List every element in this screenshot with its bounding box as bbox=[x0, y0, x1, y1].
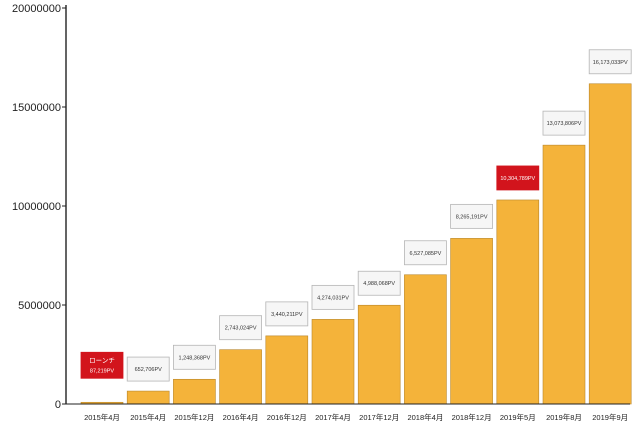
y-axis-tick-labels: 0 5000000 10000000 15000000 20000000 bbox=[12, 3, 66, 411]
data-label-text: 4,988,068PV bbox=[363, 281, 395, 287]
data-label-text: 652,706PV bbox=[135, 367, 163, 373]
data-label-text: 16,173,033PV bbox=[593, 60, 628, 66]
highlighted-data-label: 10,304,789PV bbox=[496, 165, 540, 191]
data-label-box bbox=[265, 301, 309, 327]
data-label-box bbox=[542, 110, 586, 136]
data-label: 652,706PV bbox=[126, 356, 170, 382]
x-tick-label: 2015年12月 bbox=[174, 412, 214, 422]
data-label-box bbox=[172, 344, 216, 370]
data-label-box bbox=[126, 356, 170, 382]
x-tick-label: 2017年4月 bbox=[315, 412, 351, 422]
x-tick-label: 2018年4月 bbox=[407, 412, 443, 422]
data-label-text: 3,440,211PV bbox=[271, 312, 303, 318]
bar bbox=[588, 83, 632, 405]
data-label-text: 10,304,789PV bbox=[500, 176, 535, 182]
data-label: 13,073,806PV bbox=[542, 110, 586, 136]
y-tick-label: 5000000 bbox=[18, 300, 61, 312]
bar bbox=[542, 144, 586, 405]
launch-label: ローンチ bbox=[89, 356, 115, 364]
bar bbox=[126, 390, 170, 405]
data-label-boxes: ローンチ 87,219PV 652,706PV 1,248,368PV 2,743,02… bbox=[80, 49, 632, 382]
data-label: 1,248,368PV bbox=[172, 344, 216, 370]
data-label: 6,527,085PV bbox=[403, 240, 447, 266]
data-label-box bbox=[403, 240, 447, 266]
data-label: 4,988,068PV bbox=[357, 270, 401, 296]
bar bbox=[311, 319, 355, 405]
x-tick-label: 2019年9月 bbox=[592, 412, 628, 422]
data-label-text: 13,073,806PV bbox=[547, 121, 582, 127]
data-label: 16,173,033PV bbox=[588, 49, 632, 75]
axes bbox=[65, 5, 630, 405]
x-tick-label: 2018年12月 bbox=[452, 412, 492, 422]
data-label-text: 87,219PV bbox=[90, 368, 114, 374]
data-label-text: 8,265,191PV bbox=[456, 214, 488, 220]
data-label-text: 4,274,031PV bbox=[317, 295, 349, 301]
bar bbox=[265, 335, 309, 405]
y-tick-label: 15000000 bbox=[12, 102, 61, 114]
data-label-text: 2,743,024PV bbox=[225, 326, 257, 332]
data-label-box bbox=[219, 315, 263, 341]
x-tick-label: 2016年12月 bbox=[267, 412, 307, 422]
x-tick-label: 2019年8月 bbox=[546, 412, 582, 422]
data-label-box bbox=[496, 165, 540, 191]
x-tick-label: 2017年12月 bbox=[359, 412, 399, 422]
bar bbox=[450, 238, 493, 405]
data-label-box bbox=[588, 49, 632, 75]
bar bbox=[496, 199, 540, 405]
data-label: 4,274,031PV bbox=[311, 284, 355, 310]
x-tick-label: 2015年4月 bbox=[84, 412, 120, 422]
y-tick-label: 20000000 bbox=[12, 3, 61, 15]
data-label-box bbox=[80, 351, 124, 379]
bar bbox=[404, 274, 447, 405]
bar-series bbox=[80, 83, 632, 405]
highlighted-data-label: ローンチ 87,219PV bbox=[80, 351, 124, 379]
data-label-text: 6,527,085PV bbox=[409, 251, 441, 257]
data-label: 3,440,211PV bbox=[265, 301, 309, 327]
data-label: 8,265,191PV bbox=[450, 203, 494, 229]
data-label-box bbox=[450, 203, 494, 229]
bar bbox=[357, 304, 401, 405]
y-tick-label: 0 bbox=[55, 399, 61, 411]
x-tick-label: 2015年4月 bbox=[130, 412, 166, 422]
data-label-box bbox=[357, 270, 401, 296]
x-axis-tick-labels: 2015年4月 2015年4月 2015年12月 2016年4月 2016年12月 201… bbox=[84, 412, 628, 422]
data-label: 2,743,024PV bbox=[219, 315, 263, 341]
x-tick-label: 2019年5月 bbox=[500, 412, 536, 422]
data-label-text: 1,248,368PV bbox=[178, 355, 210, 361]
data-label-box bbox=[311, 284, 355, 310]
x-tick-label: 2016年4月 bbox=[223, 412, 259, 422]
bar bbox=[219, 349, 262, 405]
y-tick-label: 10000000 bbox=[12, 201, 61, 213]
bar bbox=[173, 378, 216, 405]
